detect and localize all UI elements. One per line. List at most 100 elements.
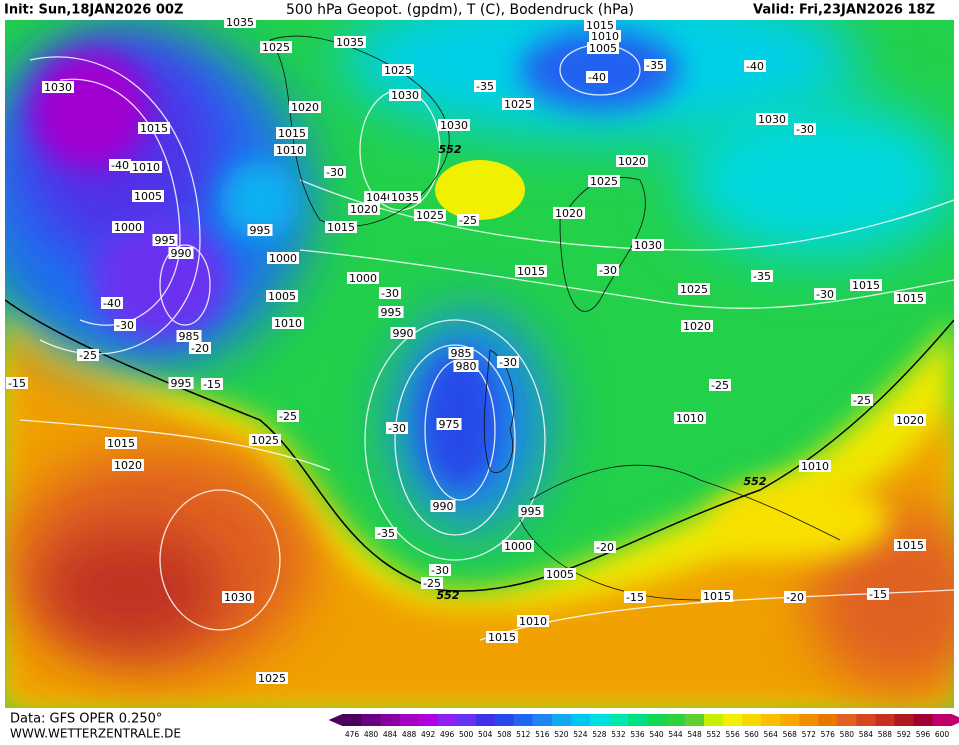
- isobar-label-box: [132, 190, 164, 202]
- isobar-label: 1005: [134, 190, 162, 203]
- isobar-label: 1025: [680, 283, 708, 296]
- isobar-label-box: [616, 155, 648, 167]
- colorbar-swatch: [723, 714, 743, 726]
- temperature-label-box: [457, 214, 479, 226]
- isobar-label-box: [799, 460, 831, 472]
- isobar-label-box: [334, 36, 366, 48]
- isobar-label: 1015: [140, 122, 168, 135]
- colorbar-swatch: [551, 714, 572, 726]
- colorbar-tick-label: 504: [478, 730, 493, 739]
- isobar-label-box: [325, 221, 357, 233]
- colorbar-swatch: [437, 714, 458, 726]
- temperature-label: -25: [853, 394, 871, 407]
- temperature-label: -30: [381, 287, 399, 300]
- isobar-label-box: [176, 330, 202, 342]
- isobar-label-box: [486, 631, 518, 643]
- isobar-label: 1025: [384, 64, 412, 77]
- isobar-label-box: [681, 320, 713, 332]
- temperature-label: -30: [816, 288, 834, 301]
- isobar-label: 990: [171, 247, 192, 260]
- colorbar-swatch: [361, 714, 382, 726]
- colorbar-swatch: [799, 714, 819, 726]
- temperature-label-box: [6, 377, 28, 389]
- isobar-label-box: [112, 459, 144, 471]
- temperature-label: -25: [79, 349, 97, 362]
- isobar-label: 1015: [488, 631, 516, 644]
- isobar-label: 1000: [114, 221, 142, 234]
- colorbar-tick-label: 564: [764, 730, 779, 739]
- isobar-label: 975: [439, 418, 460, 431]
- colorbar-arrow-right: [951, 714, 959, 726]
- colorbar-tick-label: 560: [745, 730, 760, 739]
- isobar-label-box: [289, 101, 321, 113]
- isobar-label: 1030: [758, 113, 786, 126]
- colorbar-tick-label: 544: [668, 730, 683, 739]
- temperature-label-box: [784, 591, 806, 603]
- isobar-label-box: [701, 590, 733, 602]
- isobar-label-box: [850, 279, 882, 291]
- isobar-label-box: [276, 127, 308, 139]
- isobar-label: 1010: [519, 615, 547, 628]
- colorbar: 476 480 484 488 492 496 500 504 508 512 516 520 524 5…: [328, 714, 959, 739]
- colorbar-swatch: [666, 714, 686, 726]
- temperature-label: -15: [203, 378, 221, 391]
- map-title: 500 hPa Geopot. (gpdm), T (C), Bodendruc…: [286, 2, 634, 18]
- temperature-label: -15: [869, 588, 887, 601]
- temperature-label: -30: [796, 123, 814, 136]
- colorbar-tick-label: 548: [687, 730, 702, 739]
- temperature-label: -25: [279, 410, 297, 423]
- isobar-label: 995: [521, 505, 542, 518]
- isobar-label-box: [678, 283, 710, 295]
- colorbar-swatch: [399, 714, 420, 726]
- temperature-label: -40: [746, 60, 764, 73]
- colorbar-tick-label: 476: [345, 730, 360, 739]
- isobar-label-box: [453, 360, 479, 372]
- isobar-label: 1015: [586, 19, 614, 32]
- colorbar-tick-label: 600: [935, 730, 950, 739]
- geopot-label: 552: [744, 475, 767, 488]
- colorbar-swatch: [837, 714, 857, 726]
- isobar-label-box: [553, 207, 585, 219]
- colorbar-tick-label: 576: [821, 730, 836, 739]
- isobar-label: 985: [179, 330, 200, 343]
- colorbar-tick-label: 480: [364, 730, 379, 739]
- isobar-label: 1020: [114, 459, 142, 472]
- isobar-label-box: [382, 64, 414, 76]
- isobar-label: 1015: [852, 279, 880, 292]
- isobar-label: 1020: [291, 101, 319, 114]
- isobar-label: 1030: [634, 239, 662, 252]
- colorbar-tick-label: 524: [573, 730, 588, 739]
- colorbar-swatch: [780, 714, 800, 726]
- colorbar-swatch: [627, 714, 648, 726]
- isobar-label-box: [105, 437, 137, 449]
- colorbar-tick-label: 492: [421, 730, 436, 739]
- temperature-label: -30: [388, 422, 406, 435]
- isobar-label: 1005: [546, 568, 574, 581]
- temperature-label: -20: [596, 541, 614, 554]
- isobar-label-box: [894, 539, 926, 551]
- temperature-label-box: [386, 422, 408, 434]
- isobar-label: 980: [456, 360, 477, 373]
- colorbar-swatch: [380, 714, 401, 726]
- temperature-label: -20: [191, 342, 209, 355]
- isobar-label: 1015: [896, 292, 924, 305]
- site: WWW.WETTERZENTRALE.DE: [10, 727, 181, 741]
- temperature-label-box: [867, 588, 889, 600]
- isobar-label: 1000: [269, 252, 297, 265]
- isobar-label: 1020: [896, 414, 924, 427]
- isobar-label: 1000: [349, 272, 377, 285]
- temperature-label-box: [189, 342, 211, 354]
- colorbar-tick-label: 528: [592, 730, 607, 739]
- isobar-label-box: [588, 175, 620, 187]
- isobar-label-box: [224, 16, 256, 28]
- colorbar-swatch: [342, 714, 363, 726]
- temperature-label-box: [709, 379, 731, 391]
- isobar-label-box: [587, 42, 619, 54]
- isobar-label-box: [517, 615, 549, 627]
- colorbar-swatch: [570, 714, 591, 726]
- temperature-label: -25: [423, 577, 441, 590]
- colorbar-tick-label: 532: [611, 730, 626, 739]
- isobar-label-box: [272, 317, 304, 329]
- temperature-label-box: [109, 159, 131, 171]
